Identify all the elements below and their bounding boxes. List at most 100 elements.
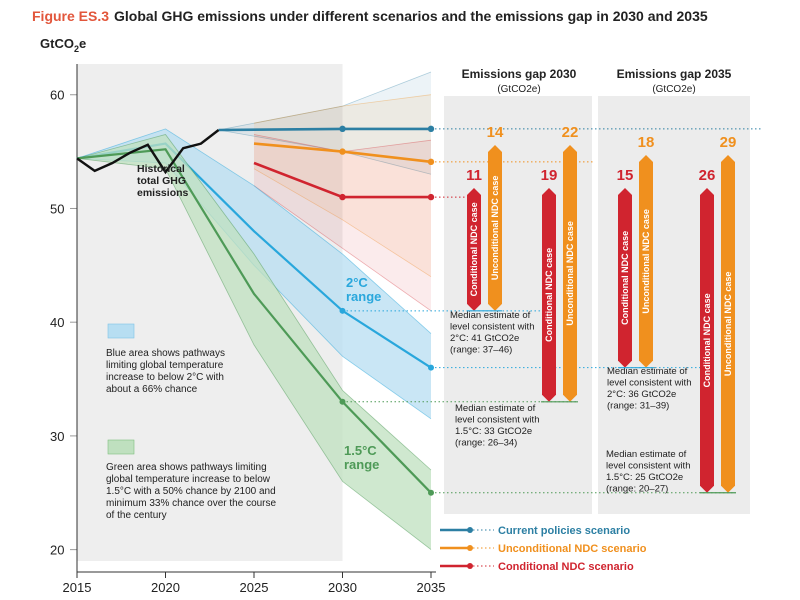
pathway-band-edge bbox=[76, 134, 432, 471]
label-15c-line: range bbox=[344, 457, 379, 472]
historical-annotation-line: emissions bbox=[137, 187, 189, 199]
y-tick-label: 40 bbox=[50, 315, 64, 330]
gap-note-15c-line: 1.5°C: 25 GtCO2e bbox=[606, 472, 683, 483]
gap-note-15c-line: level consistent with bbox=[455, 415, 539, 426]
gap-note-15c-line: Median estimate of bbox=[455, 403, 536, 414]
y-tick-label: 60 bbox=[50, 88, 64, 103]
gap-value: 22 bbox=[562, 124, 579, 141]
pathway-median-line bbox=[76, 148, 432, 494]
gap-note-2c-line: Median estimate of bbox=[607, 366, 688, 377]
gap-value: 29 bbox=[720, 134, 737, 151]
gap-value: 19 bbox=[541, 167, 558, 184]
y-axis-label-sub: 2 bbox=[74, 44, 79, 54]
gap-bar-label: Conditional NDC case bbox=[469, 202, 479, 296]
x-tick-label: 2025 bbox=[240, 580, 269, 595]
gap-note-2c-line: level consistent with bbox=[607, 378, 691, 389]
pathway-point bbox=[428, 364, 434, 371]
label-2c-line: 2°C bbox=[346, 275, 368, 290]
figure-title-text: Global GHG emissions under different sce… bbox=[114, 8, 708, 24]
scenario-range-band bbox=[254, 134, 431, 311]
y-axis-label-suffix: e bbox=[79, 36, 86, 51]
gap-title: Emissions gap 2030 bbox=[462, 67, 577, 81]
gap-bar bbox=[700, 188, 714, 493]
gap-value: 11 bbox=[466, 167, 482, 184]
pathway-point bbox=[339, 398, 346, 405]
gap-note-2c-line: (range: 31–39) bbox=[607, 401, 669, 412]
legend-dot bbox=[467, 527, 473, 533]
gap-note-2c-line: 2°C: 36 GtCO2e bbox=[607, 389, 676, 400]
blue-note-line: increase to below 2°C with bbox=[106, 372, 224, 383]
gap-value: 26 bbox=[699, 167, 716, 184]
legend-label: Unconditional NDC scenario bbox=[498, 543, 647, 555]
gap-note-2c-line: Median estimate of bbox=[450, 310, 531, 321]
x-tick-label: 2015 bbox=[63, 580, 92, 595]
gap-note-15c-line: level consistent with bbox=[606, 461, 690, 472]
scenario-line bbox=[218, 127, 431, 132]
figure-label: Figure ES.3 bbox=[32, 8, 110, 24]
y-tick-label: 50 bbox=[50, 201, 64, 216]
legend-label: Conditional NDC scenario bbox=[498, 561, 634, 573]
y-tick-label: 20 bbox=[50, 543, 64, 558]
gap-title: Emissions gap 2035 bbox=[617, 67, 732, 81]
gap-bar-label: Unconditional NDC case bbox=[565, 221, 575, 326]
x-tick-label: 2020 bbox=[151, 580, 180, 595]
y-axis-label: GtCO2e bbox=[40, 36, 86, 54]
legend-dot bbox=[467, 563, 473, 569]
gap-bar bbox=[488, 145, 502, 311]
gap-note-2c-line: (range: 37–46) bbox=[450, 345, 512, 356]
figure-title: Figure ES.3 Global GHG emissions under di… bbox=[32, 8, 708, 24]
legend-dot bbox=[467, 545, 473, 551]
label-2c-line: range bbox=[346, 289, 381, 304]
scenario-point bbox=[339, 125, 346, 133]
label-15c-line: 1.5°C bbox=[344, 443, 377, 458]
gap-bar bbox=[563, 145, 577, 402]
blue-note-line: Blue area shows pathways bbox=[106, 348, 225, 359]
green-note-line: minimum 33% chance over the course bbox=[106, 498, 277, 509]
green-note-line: of the century bbox=[106, 510, 167, 521]
scenario-range-edge bbox=[218, 71, 432, 131]
gap-value: 15 bbox=[617, 167, 634, 184]
x-tick-label: 2030 bbox=[328, 580, 357, 595]
gap-bar-label: Unconditional NDC case bbox=[490, 176, 500, 281]
gap-bar bbox=[618, 188, 632, 368]
gap-bar-label: Conditional NDC case bbox=[544, 248, 554, 342]
pathway-band bbox=[77, 134, 431, 550]
x-tick-label: 2035 bbox=[417, 580, 446, 595]
pathway-point bbox=[428, 489, 434, 496]
gap-bar-label: Conditional NDC case bbox=[620, 231, 630, 325]
scenario-point bbox=[427, 125, 435, 133]
blue-note-line: about a 66% chance bbox=[106, 384, 198, 395]
y-tick-label: 30 bbox=[50, 429, 64, 444]
historical-line bbox=[76, 129, 220, 175]
green-note-line: 1.5°C with a 50% chance by 2100 and bbox=[106, 486, 276, 497]
pathway-band-edge bbox=[76, 128, 432, 334]
gap-bar bbox=[467, 188, 481, 311]
gap-value: 18 bbox=[638, 134, 655, 151]
scenario-range-band bbox=[254, 94, 431, 277]
scenario-point bbox=[339, 193, 346, 201]
pathway-point bbox=[339, 307, 346, 314]
gap-note-15c-line: Median estimate of bbox=[606, 449, 687, 460]
scenario-point bbox=[427, 193, 435, 201]
scenario-point bbox=[339, 148, 346, 155]
scenario-point bbox=[427, 158, 435, 166]
gap-unit: (GtCO2e) bbox=[652, 84, 695, 95]
gap-bar-label: Unconditional NDC case bbox=[641, 209, 651, 314]
green-swatch bbox=[107, 439, 135, 455]
blue-swatch bbox=[107, 323, 135, 339]
green-note-line: global temperature increase to below bbox=[106, 474, 271, 485]
gap-note-15c-line: (range: 26–34) bbox=[455, 438, 517, 449]
gap-unit: (GtCO2e) bbox=[497, 84, 540, 95]
scenario-range-edge bbox=[253, 94, 432, 124]
gap-note-15c-line: (range: 20–27) bbox=[606, 484, 668, 495]
gap-note-2c-line: level consistent with bbox=[450, 322, 534, 333]
scenario-range-edge bbox=[253, 185, 432, 312]
blue-note-line: limiting global temperature bbox=[106, 360, 224, 371]
pathway-band-edge bbox=[76, 158, 432, 550]
historical-annotation-line: Historical bbox=[137, 163, 185, 175]
gap-value: 14 bbox=[487, 124, 504, 141]
gap-bar bbox=[721, 155, 735, 493]
gap-bar bbox=[542, 188, 556, 402]
legend-label: Current policies scenario bbox=[498, 525, 630, 537]
